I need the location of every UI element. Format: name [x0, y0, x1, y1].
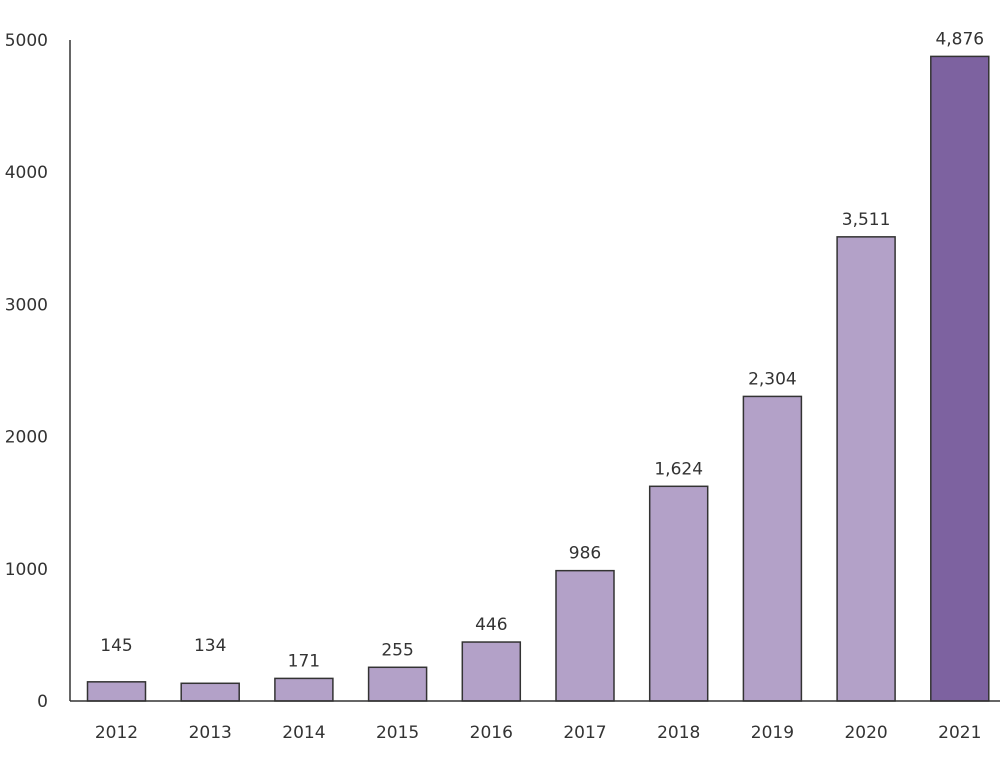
data-label: 2,304 — [748, 369, 797, 389]
x-tick-label: 2014 — [282, 723, 325, 743]
bar-2016 — [461, 641, 522, 702]
data-label: 1,624 — [654, 459, 703, 479]
bar-2021 — [930, 55, 990, 702]
bar-2020 — [836, 236, 896, 702]
bar-2013 — [180, 682, 240, 702]
x-tick-label: 2021 — [938, 723, 981, 743]
y-tick-label: 0 — [37, 692, 48, 712]
data-label: 446 — [475, 615, 507, 635]
x-tick-label: 2017 — [563, 723, 606, 743]
bar-2015 — [367, 666, 428, 702]
x-tick-label: 2019 — [751, 723, 794, 743]
data-label: 255 — [381, 640, 413, 660]
x-tick-label: 2013 — [189, 723, 232, 743]
x-tick-label: 2018 — [657, 723, 700, 743]
x-tick-label: 2016 — [470, 723, 513, 743]
bar-2017 — [555, 569, 615, 702]
y-tick-label: 1000 — [5, 560, 48, 580]
x-axis-ticks: 2012 2013 2014 2015 2016 2017 2018 2019 2020 2021 — [95, 723, 982, 743]
x-tick-label: 2020 — [844, 723, 887, 743]
y-tick-label: 4000 — [5, 163, 48, 183]
data-label: 134 — [194, 636, 226, 656]
y-tick-label: 5000 — [5, 31, 48, 51]
bar-2019 — [742, 395, 803, 702]
bar-2014 — [274, 677, 334, 702]
data-label: 171 — [288, 651, 320, 671]
bars — [86, 55, 990, 702]
y-tick-label: 2000 — [5, 428, 48, 448]
data-label: 145 — [100, 636, 132, 656]
data-label: 3,511 — [842, 210, 891, 230]
y-tick-label: 3000 — [5, 295, 48, 315]
x-tick-label: 2015 — [376, 723, 419, 743]
data-label: 986 — [569, 544, 601, 564]
bar-2012 — [86, 681, 147, 702]
x-tick-label: 2012 — [95, 723, 138, 743]
bar-2018 — [648, 485, 709, 702]
data-label: 4,876 — [935, 29, 984, 49]
y-axis-ticks: 0 1000 2000 3000 4000 5000 — [5, 31, 48, 712]
data-labels: 145 134 171 255 446 986 1,624 2,304 3,511 4,876 — [100, 29, 984, 671]
